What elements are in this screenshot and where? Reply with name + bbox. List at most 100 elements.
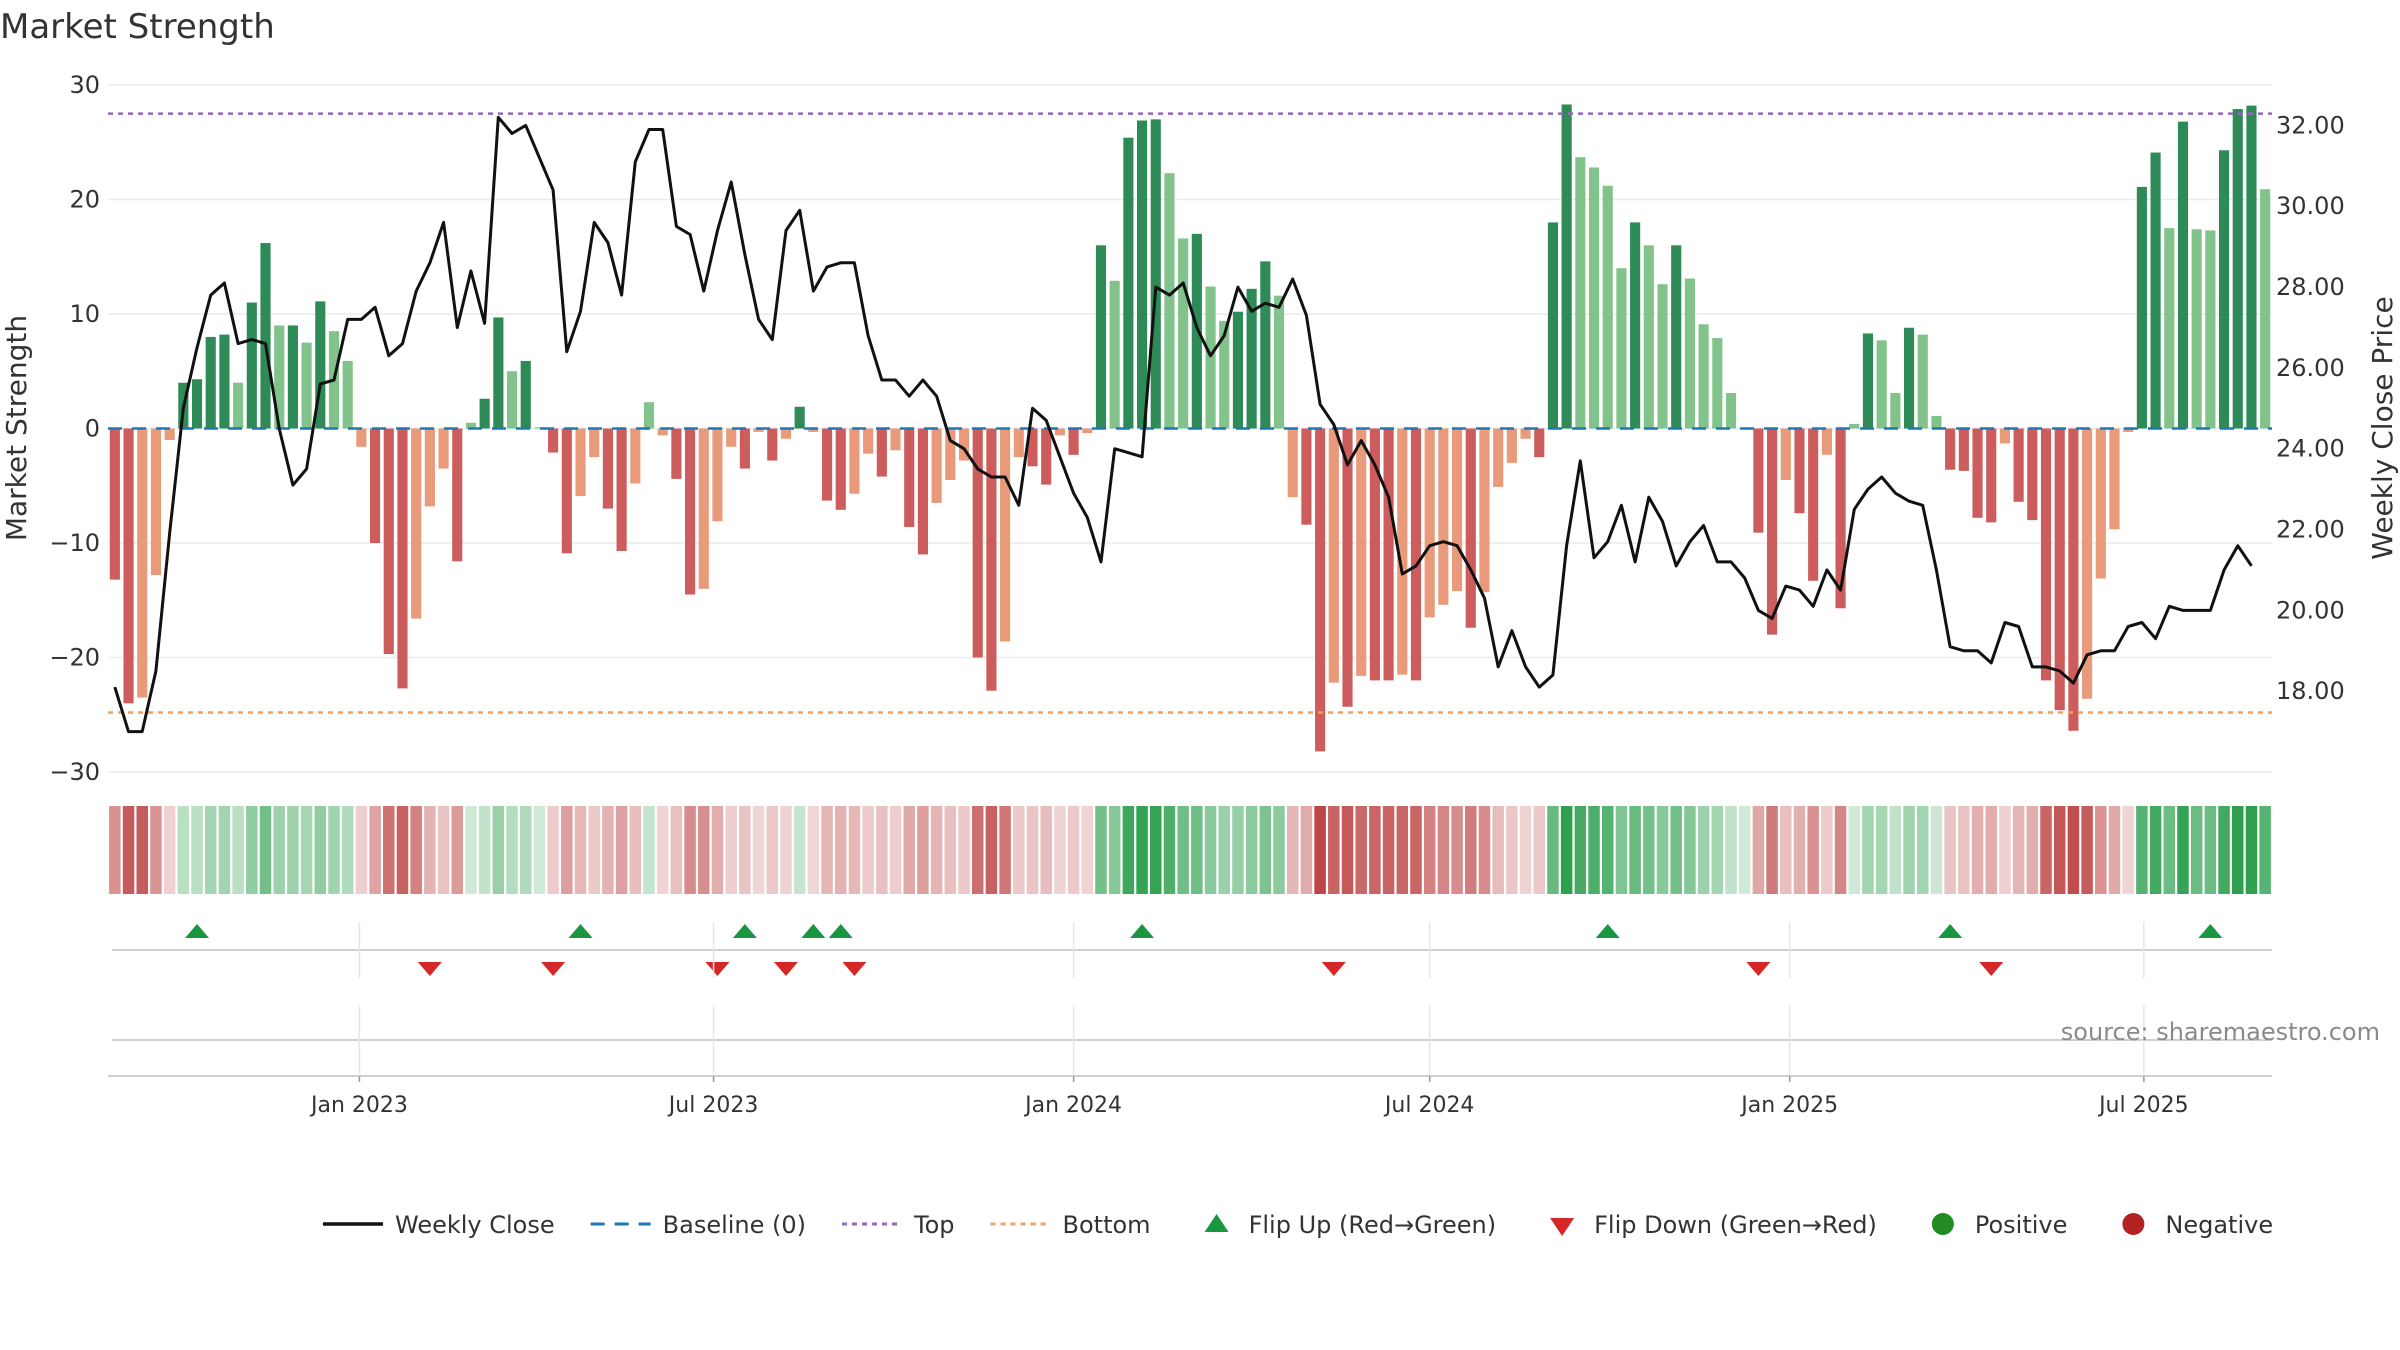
date-tick-label: Jan 2024 bbox=[1023, 1093, 1122, 1118]
strength-bar bbox=[1986, 428, 1997, 523]
heat-cell bbox=[355, 806, 368, 894]
heat-cell bbox=[1245, 806, 1258, 894]
flip-up-marker bbox=[801, 924, 826, 938]
strength-bar bbox=[1082, 428, 1093, 434]
heat-cell bbox=[1273, 806, 1285, 894]
strength-bar bbox=[1205, 286, 1216, 429]
strength-bar bbox=[1246, 288, 1257, 429]
heat-cell bbox=[2081, 806, 2093, 894]
strength-bar bbox=[1342, 428, 1353, 707]
legend-item: Negative bbox=[2122, 1211, 2273, 1239]
heat-cell bbox=[629, 806, 642, 894]
legend: Weekly Close Baseline (0) Top Bottom Flip Up… bbox=[323, 1211, 2273, 1239]
strength-bar bbox=[1041, 428, 1052, 485]
strength-bar bbox=[301, 342, 312, 429]
heat-cell bbox=[670, 806, 683, 894]
strength-bar bbox=[1794, 428, 1805, 514]
strength-bar bbox=[808, 428, 819, 432]
strength-bar bbox=[1903, 327, 1915, 429]
heat-cell bbox=[1341, 806, 1354, 894]
chart-title: Market Strength bbox=[0, 7, 275, 47]
heat-cell bbox=[383, 806, 395, 894]
date-tick-label: Jul 2023 bbox=[667, 1093, 759, 1118]
heat-cell bbox=[218, 806, 231, 894]
strength-bar bbox=[767, 428, 778, 461]
strength-bar bbox=[1602, 185, 1613, 429]
heat-cell bbox=[807, 806, 820, 894]
strength-bar bbox=[1410, 428, 1422, 681]
flip-up-marker bbox=[732, 924, 757, 938]
strength-bar bbox=[1109, 280, 1120, 429]
y-tick-left: 0 bbox=[85, 415, 100, 443]
strength-bar bbox=[287, 325, 298, 429]
legend-item: Top bbox=[842, 1211, 955, 1239]
reference-lines bbox=[108, 112, 2272, 714]
heat-cell bbox=[396, 806, 409, 894]
strength-bar bbox=[137, 428, 148, 698]
strength-bar bbox=[342, 360, 353, 429]
heat-cell bbox=[1752, 806, 1765, 894]
heat-cell bbox=[369, 806, 381, 894]
heat-cell bbox=[1328, 806, 1340, 894]
y-tick-right: 18.00 bbox=[2276, 677, 2345, 705]
heat-cell bbox=[1300, 806, 1313, 894]
heat-cell bbox=[739, 806, 751, 894]
date-tick-label: Jul 2025 bbox=[2097, 1093, 2189, 1118]
heat-cell bbox=[1533, 806, 1546, 894]
heat-cell bbox=[2026, 806, 2039, 894]
heat-cell bbox=[2163, 806, 2176, 894]
strength-bar bbox=[191, 379, 203, 429]
legend-circle-positive bbox=[1931, 1213, 1954, 1235]
strength-bar bbox=[835, 428, 846, 510]
strength-bar bbox=[438, 428, 449, 469]
flip-down-marker bbox=[1746, 962, 1771, 976]
strength-bar bbox=[150, 428, 162, 576]
flip-up-marker bbox=[2198, 924, 2223, 938]
heat-cell bbox=[1150, 806, 1162, 894]
heat-cell bbox=[437, 806, 450, 894]
heat-cell bbox=[533, 806, 546, 894]
heat-cell bbox=[1013, 806, 1025, 894]
strength-bar bbox=[698, 428, 709, 589]
heat-cell bbox=[1259, 806, 1272, 894]
strength-bar bbox=[1671, 245, 1682, 429]
heat-cell bbox=[1054, 806, 1066, 894]
heat-cell bbox=[547, 806, 559, 894]
flip-up-marker bbox=[185, 924, 210, 938]
legend-circle-negative bbox=[2122, 1213, 2145, 1235]
heat-cell bbox=[752, 806, 765, 894]
strength-bar bbox=[506, 371, 518, 429]
heat-cell bbox=[588, 806, 600, 894]
strength-bar bbox=[2123, 428, 2134, 432]
strength-bar bbox=[1136, 120, 1148, 429]
strength-bar bbox=[671, 428, 682, 479]
strength-bar bbox=[780, 428, 792, 439]
heat-cell bbox=[273, 806, 285, 894]
date-tick-label: Jan 2023 bbox=[309, 1093, 408, 1118]
heat-cell bbox=[204, 806, 217, 894]
y-tick-right: 26.00 bbox=[2276, 354, 2345, 382]
heat-cell bbox=[848, 806, 861, 894]
strength-bar bbox=[1725, 393, 1737, 429]
strength-bar bbox=[890, 428, 901, 451]
heat-cell bbox=[1437, 806, 1450, 894]
strength-bar bbox=[849, 428, 860, 494]
strength-bar bbox=[2013, 428, 2024, 502]
strength-bar bbox=[1684, 278, 1695, 429]
strength-bar bbox=[2177, 121, 2189, 429]
y-axis-label-right: Weekly Close Price bbox=[2366, 296, 2399, 559]
heat-cell bbox=[1519, 806, 1532, 894]
heat-cell bbox=[780, 806, 792, 894]
strength-bar bbox=[2232, 109, 2243, 429]
heat-cell bbox=[1629, 806, 1641, 894]
heat-cell bbox=[314, 806, 327, 894]
weekly-close-line bbox=[113, 115, 2253, 734]
heat-cell bbox=[1985, 806, 1997, 894]
heat-cell bbox=[2012, 806, 2025, 894]
strength-bar bbox=[821, 428, 833, 501]
strength-bar bbox=[1027, 428, 1038, 467]
flip-up-marker bbox=[828, 924, 853, 938]
strength-bar bbox=[2150, 152, 2161, 429]
strength-bar bbox=[958, 428, 970, 461]
heat-cell bbox=[1081, 806, 1094, 894]
